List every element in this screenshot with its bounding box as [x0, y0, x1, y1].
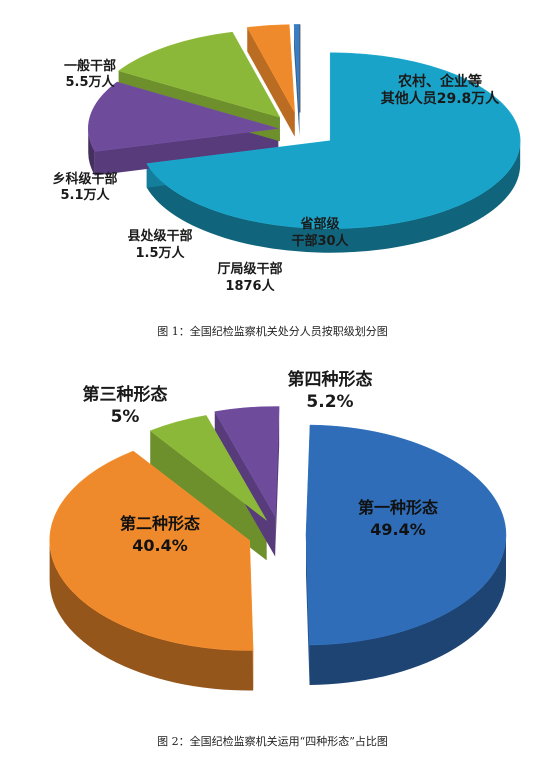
pie1-slice-2: [88, 81, 279, 152]
pie2-slice-1: [305, 424, 507, 646]
pie1-slice-5: [293, 24, 300, 113]
pie1-slice-1: [146, 52, 521, 229]
pie2-slice-4: [214, 406, 280, 518]
pie2-slice-3: [149, 415, 267, 521]
pie1-slice-3: [118, 31, 281, 118]
pie1-slice-5-side: [294, 24, 300, 137]
pie2-label-3: 第三种形态 5%: [83, 384, 168, 427]
pie2-slice-4-side: [275, 406, 280, 557]
pie1-label-3: 乡科级干部 5.1万人: [52, 171, 117, 203]
pie1-slice-4: [246, 24, 295, 113]
pie2-label-1: 第一种形态 49.4%: [358, 498, 438, 539]
pie2-slice-1-side: [305, 535, 310, 685]
pie1-label-1: 农村、企业等其他人员29.8万人: [381, 73, 501, 107]
pie2-slice-2: [49, 450, 254, 651]
chart2-caption: 图 2：全国纪检监察机关运用“四种形态”占比图: [157, 735, 388, 748]
pie1-slice-2-side: [94, 128, 279, 176]
pie2-slice-1-wall: [309, 535, 506, 685]
pie2-slice-3-side: [150, 430, 267, 561]
pie1-slice-1-wall: [146, 140, 521, 253]
pie2-label-2: 第二种形态 40.4%: [120, 514, 200, 555]
pie2-slice-2-wall: [49, 540, 254, 691]
chart1-caption: 图 1：全国纪检监察机关处分人员按职级划分图: [157, 325, 388, 338]
pie1-label-6: 省部级干部30人: [291, 216, 349, 249]
pie1-label-4: 县处级干部 1.5万人: [127, 228, 192, 261]
pie2-label-4: 第四种形态 5.2%: [288, 369, 373, 412]
four-forms-pie-chart: 第一种形态 49.4% 第二种形态 40.4% 第三种形态 5% 第四种形态 5.2%: [49, 369, 507, 691]
pie1-label-5: 厅局级干部 1876人: [217, 261, 282, 294]
pie1-label-2: 一般干部 5.5万人: [64, 58, 116, 90]
pie1-slice-4-side: [247, 27, 295, 137]
